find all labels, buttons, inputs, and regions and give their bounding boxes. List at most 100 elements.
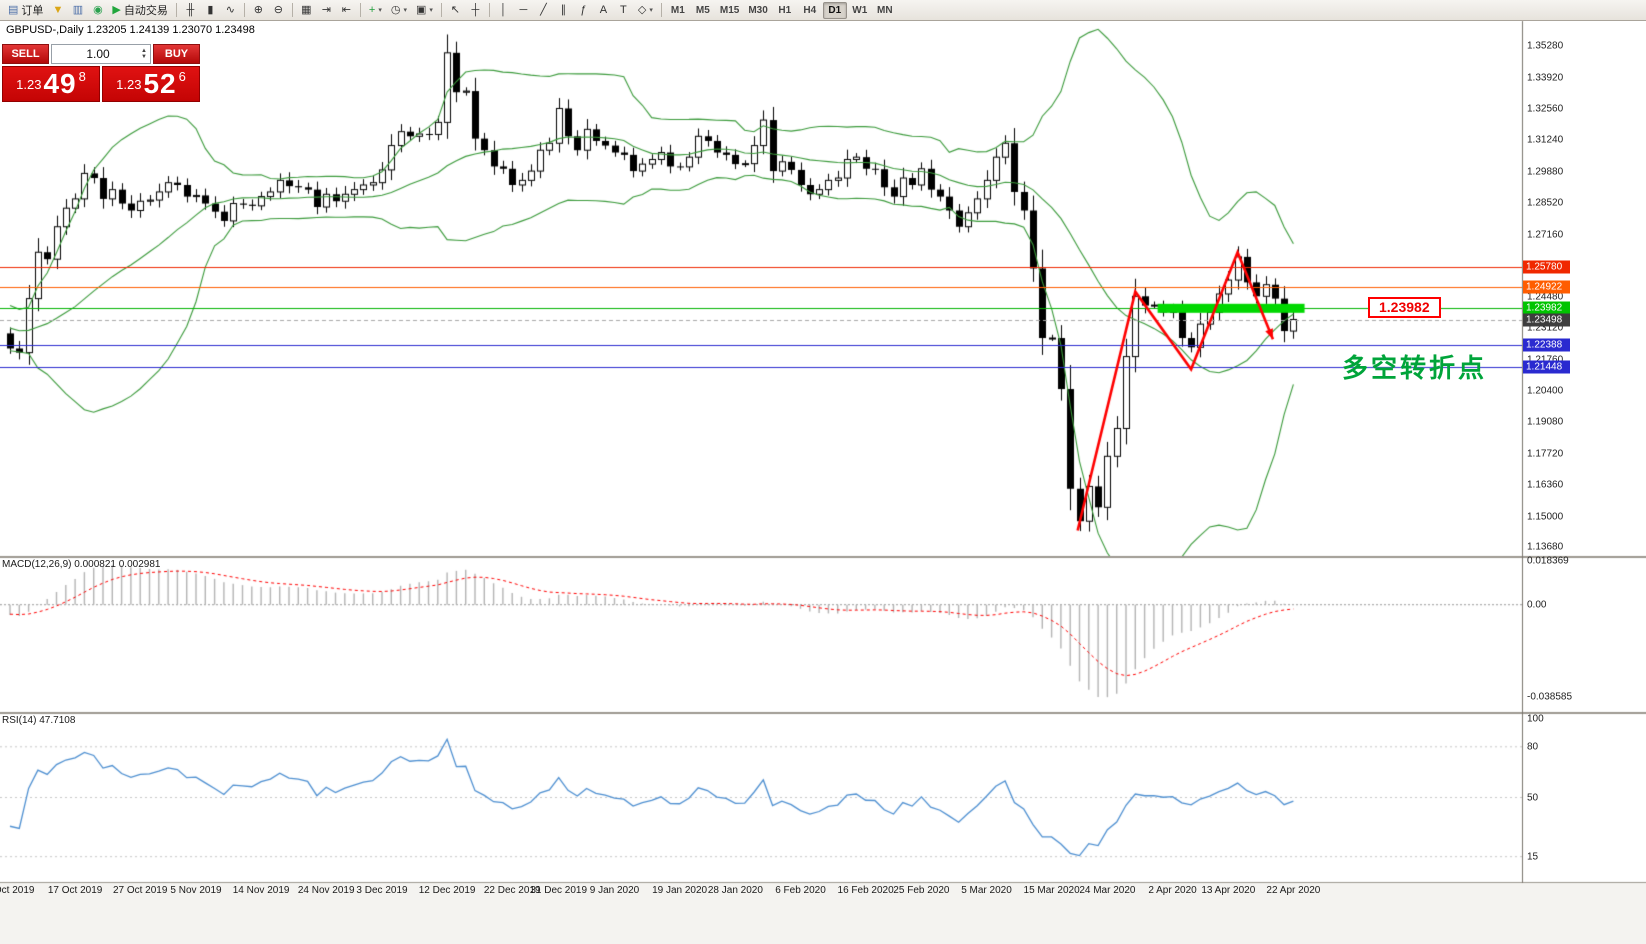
macd-axis-label: 0.018369 bbox=[1527, 555, 1569, 567]
candlestick-chart-icon[interactable]: ▮ bbox=[201, 2, 220, 19]
buy-price-box[interactable]: 1.23 52 6 bbox=[102, 66, 200, 102]
date-label: 22 Dec 2019 bbox=[483, 885, 541, 896]
date-label: 19 Jan 2020 bbox=[652, 885, 708, 896]
date-label: 17 Oct 2019 bbox=[47, 885, 103, 896]
trendline-icon[interactable]: ╱ bbox=[534, 2, 553, 19]
info-icon[interactable]: ◉ bbox=[88, 2, 107, 19]
toolbar-separator bbox=[660, 3, 662, 17]
price-tick-label: 1.13680 bbox=[1527, 541, 1564, 553]
date-label: 5 Mar 2020 bbox=[961, 885, 1012, 896]
sell-price-big: 49 bbox=[43, 68, 77, 99]
filter-icon[interactable]: ▼ bbox=[48, 2, 67, 19]
timeframe-h4-button[interactable]: H4 bbox=[803, 4, 817, 16]
templates-button[interactable]: ▣ ▾ bbox=[412, 2, 437, 19]
fibonacci-icon[interactable]: ƒ bbox=[574, 2, 593, 19]
chart-window-icon[interactable]: ▥ bbox=[68, 2, 87, 19]
rsi-axis-label: 80 bbox=[1527, 741, 1539, 753]
trade-prices-row: 1.23 49 8 1.23 52 6 bbox=[2, 66, 200, 102]
date-label: 16 Feb 2020 bbox=[837, 885, 894, 896]
rsi-indicator-label: RSI(14) 47.7108 bbox=[2, 715, 76, 726]
date-label: 27 Oct 2019 bbox=[112, 885, 168, 896]
sell-button[interactable]: SELL bbox=[2, 44, 49, 64]
timeframe-d1-button[interactable]: D1 bbox=[822, 1, 847, 19]
date-label: 5 Nov 2019 bbox=[170, 885, 222, 896]
periods-button[interactable]: ◷ ▾ bbox=[387, 2, 411, 19]
price-level-callout[interactable]: 1.23982 bbox=[1368, 297, 1441, 318]
timeframe-mn-button[interactable]: MN bbox=[876, 4, 893, 16]
buy-price-small: 1.23 bbox=[116, 76, 142, 92]
timeframe-m30-button[interactable]: M30 bbox=[748, 4, 768, 16]
timeframe-m1-button[interactable]: M1 bbox=[670, 4, 685, 16]
spin-up-icon[interactable]: ▲ bbox=[141, 48, 147, 54]
orders-icon: ▤ bbox=[8, 3, 19, 16]
autotrade-button[interactable]: ▶ 自动交易 bbox=[108, 2, 171, 19]
periods-icon: ◷ bbox=[390, 3, 401, 16]
chart-window-icon: ▥ bbox=[72, 3, 84, 16]
horizontal-line-icon[interactable]: ─ bbox=[514, 2, 533, 19]
volume-value[interactable]: 1.00 bbox=[86, 47, 110, 61]
text-label-icon[interactable]: T bbox=[614, 2, 633, 19]
timeframe-m15-button[interactable]: M15 bbox=[719, 4, 740, 16]
info-icon: ◉ bbox=[93, 3, 103, 16]
vertical-line-icon[interactable]: │ bbox=[494, 2, 513, 19]
sell-price-box[interactable]: 1.23 49 8 bbox=[2, 66, 100, 102]
auto-scroll-icon[interactable]: ⇥ bbox=[317, 2, 336, 19]
timeframe-w1-button[interactable]: W1 bbox=[852, 4, 868, 16]
price-tag: 1.22388 bbox=[1523, 338, 1570, 352]
crosshair-icon[interactable]: ┼ bbox=[466, 2, 485, 19]
cursor-icon[interactable]: ↖ bbox=[446, 2, 465, 19]
templates-icon: ▣ bbox=[415, 3, 427, 16]
toolbar-separator bbox=[440, 3, 442, 17]
price-tick-label: 1.33920 bbox=[1527, 72, 1564, 84]
price-tick-label: 1.35280 bbox=[1527, 40, 1564, 52]
bar-chart-icon: ╫ bbox=[186, 3, 195, 16]
horizontal-line-icon: ─ bbox=[519, 3, 528, 16]
date-label: 24 Nov 2019 bbox=[297, 885, 355, 896]
date-label: 12 Dec 2019 bbox=[418, 885, 476, 896]
zoom-out-icon[interactable]: ⊖ bbox=[269, 2, 288, 19]
price-tick-label: 1.19080 bbox=[1527, 416, 1564, 428]
grid-icon[interactable]: ▦ bbox=[297, 2, 316, 19]
indicators-button[interactable]: + ▾ bbox=[365, 2, 386, 19]
chart-shift-icon: ⇤ bbox=[341, 3, 351, 16]
date-label: 31 Dec 2019 bbox=[530, 885, 588, 896]
bar-chart-icon[interactable]: ╫ bbox=[181, 2, 200, 19]
date-label: 2 Apr 2020 bbox=[1148, 885, 1197, 896]
sell-price-sup: 8 bbox=[78, 68, 86, 84]
spin-down-icon[interactable]: ▼ bbox=[141, 54, 147, 60]
zoom-in-icon[interactable]: ⊕ bbox=[249, 2, 268, 19]
timeframe-h1-button[interactable]: H1 bbox=[778, 4, 792, 16]
dropdown-caret-icon: ▾ bbox=[378, 7, 382, 14]
date-label: 28 Jan 2020 bbox=[707, 885, 763, 896]
macd-axis-label: 0.00 bbox=[1527, 599, 1547, 611]
zoom-out-icon: ⊖ bbox=[273, 3, 283, 16]
text-icon[interactable]: A bbox=[594, 2, 613, 19]
price-tick-label: 1.24480 bbox=[1527, 291, 1564, 303]
date-label: 25 Feb 2020 bbox=[893, 885, 950, 896]
filter-icon: ▼ bbox=[52, 3, 64, 16]
auto-scroll-icon: ⇥ bbox=[321, 3, 331, 16]
text-icon: A bbox=[599, 3, 608, 16]
orders-button[interactable]: ▤ 订单 bbox=[4, 2, 47, 19]
date-label: 6 Feb 2020 bbox=[775, 885, 826, 896]
shapes-button[interactable]: ◇ ▾ bbox=[634, 2, 657, 19]
macd-axis-label: -0.038585 bbox=[1527, 691, 1573, 703]
text-label-icon: T bbox=[620, 3, 627, 16]
timeframe-m5-button[interactable]: M5 bbox=[695, 4, 710, 16]
channel-icon[interactable]: ∥ bbox=[554, 2, 573, 19]
volume-input[interactable]: 1.00 ▲ ▼ bbox=[51, 44, 151, 64]
price-tick-label: 1.16360 bbox=[1527, 479, 1564, 491]
chart-shift-icon[interactable]: ⇤ bbox=[337, 2, 356, 19]
channel-icon: ∥ bbox=[560, 3, 567, 16]
price-tag: 1.23982 bbox=[1523, 301, 1570, 315]
buy-button[interactable]: BUY bbox=[153, 44, 200, 64]
line-chart-icon[interactable]: ∿ bbox=[221, 2, 240, 19]
macd-indicator-label: MACD(12,26,9) 0.000821 0.002981 bbox=[2, 559, 161, 570]
indicators-icon: + bbox=[368, 3, 376, 16]
toolbar-separator bbox=[291, 3, 293, 17]
price-tick-label: 1.28520 bbox=[1527, 197, 1564, 209]
dropdown-caret-icon: ▾ bbox=[429, 7, 433, 14]
